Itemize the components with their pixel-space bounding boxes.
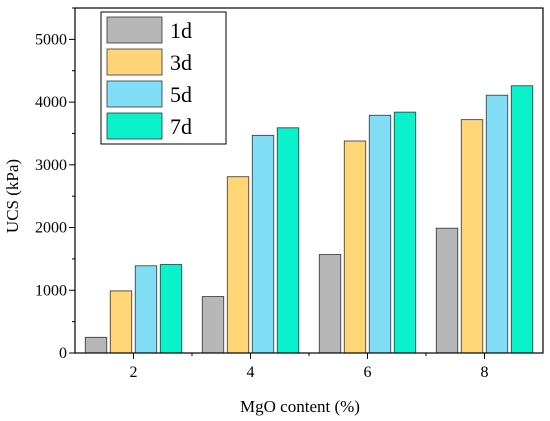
bar-7d-2	[159, 264, 183, 354]
bar-5d-2	[134, 265, 158, 354]
legend-label-7d: 7d	[170, 114, 192, 139]
legend-label-5d: 5d	[170, 82, 192, 107]
legend: 1d 3d 5d 7d	[100, 11, 227, 145]
bar-5d-8	[485, 94, 509, 354]
y-tick-label: 0	[59, 345, 67, 362]
bar-3d-2	[109, 290, 133, 354]
legend-label-1d: 1d	[170, 18, 192, 43]
bar-7d-4	[276, 127, 300, 354]
bar-3d-6	[343, 140, 367, 354]
legend-swatch-5d	[106, 80, 163, 108]
bar-7d-8	[510, 85, 534, 354]
bar-3d-4	[226, 176, 250, 354]
bar-5d-6	[368, 114, 392, 354]
legend-swatch-3d	[106, 48, 163, 76]
bar-1d-8	[435, 227, 459, 354]
y-tick-label: 4000	[35, 94, 67, 111]
bars-group	[84, 85, 534, 354]
legend-swatch-1d	[106, 16, 163, 44]
y-tick-label: 5000	[35, 31, 67, 48]
y-tick-label: 3000	[35, 157, 67, 174]
y-tick-label: 1000	[35, 282, 67, 299]
x-tick-label: 8	[481, 364, 489, 381]
axes-group: 0 1000 2000 3000 4000 5000 2 4 6 8	[35, 7, 544, 381]
bar-7d-6	[393, 111, 417, 354]
y-axis-title: UCS (kPa)	[3, 159, 22, 233]
bar-1d-6	[318, 254, 342, 354]
x-tick-label: 6	[364, 364, 372, 381]
x-axis-title: MgO content (%)	[240, 397, 360, 416]
x-tick-label: 4	[247, 364, 255, 381]
bar-5d-4	[251, 134, 275, 354]
y-tick-label: 2000	[35, 220, 67, 237]
bar-3d-8	[460, 119, 484, 354]
bar-1d-2	[84, 336, 108, 354]
x-tick-label: 2	[130, 364, 138, 381]
legend-label-3d: 3d	[170, 50, 192, 75]
bar-1d-4	[201, 296, 225, 354]
legend-swatch-7d	[106, 112, 163, 140]
